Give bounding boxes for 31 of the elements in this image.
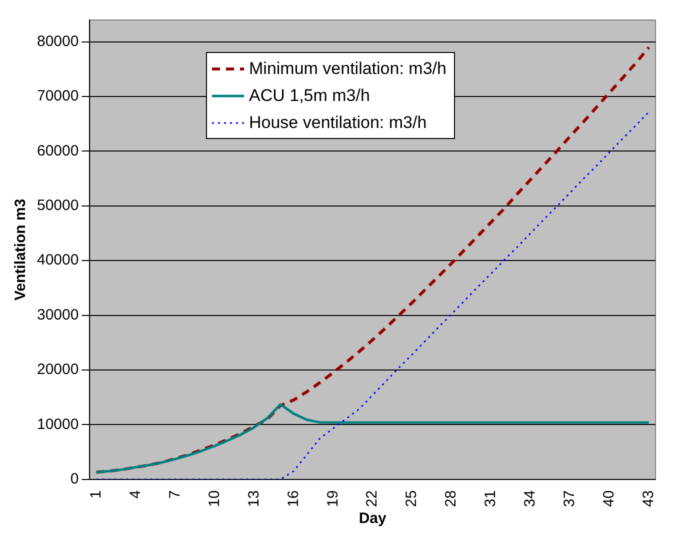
x-tick-label: 1 (87, 490, 104, 499)
y-tick-label: 80000 (36, 33, 79, 50)
y-tick-label: 0 (70, 470, 79, 488)
x-tick-label: 40 (600, 490, 618, 508)
x-axis-title: Day (358, 510, 388, 528)
x-tick-label: 10 (206, 490, 223, 508)
line-series (94, 46, 650, 474)
y-tick-label: 30000 (36, 306, 79, 324)
y-tick-label: 70000 (36, 88, 79, 105)
x-tick-label: 16 (284, 490, 302, 508)
legend-label: Minimum ventilation: m3/h (249, 58, 446, 80)
x-tick-label: 4 (126, 490, 144, 499)
y-tick-label: 20000 (36, 361, 79, 378)
x-tick-label: 19 (324, 490, 342, 508)
y-axis-title: Ventilation m3 (12, 198, 30, 301)
y-tick-label: 40000 (36, 252, 79, 269)
x-tick-label: 34 (522, 490, 539, 508)
x-tick-label: 7 (166, 490, 184, 499)
legend-label: ACU 1,5m m3/h (249, 85, 370, 107)
x-tick-label: 43 (640, 490, 658, 508)
x-tick-label: 22 (364, 490, 381, 508)
x-tick-label: 13 (245, 490, 262, 508)
x-tick-label: 37 (561, 490, 578, 508)
y-tick-label: 50000 (36, 197, 79, 214)
x-tick-label: 28 (442, 490, 460, 508)
y-tick-label: 60000 (36, 142, 79, 160)
legend-label: House ventilation: m3/h (249, 112, 427, 134)
x-tick-label: 31 (482, 490, 500, 508)
y-tick-label: 10000 (36, 416, 79, 433)
x-tick-label: 25 (403, 490, 420, 508)
line-series (96, 111, 650, 480)
